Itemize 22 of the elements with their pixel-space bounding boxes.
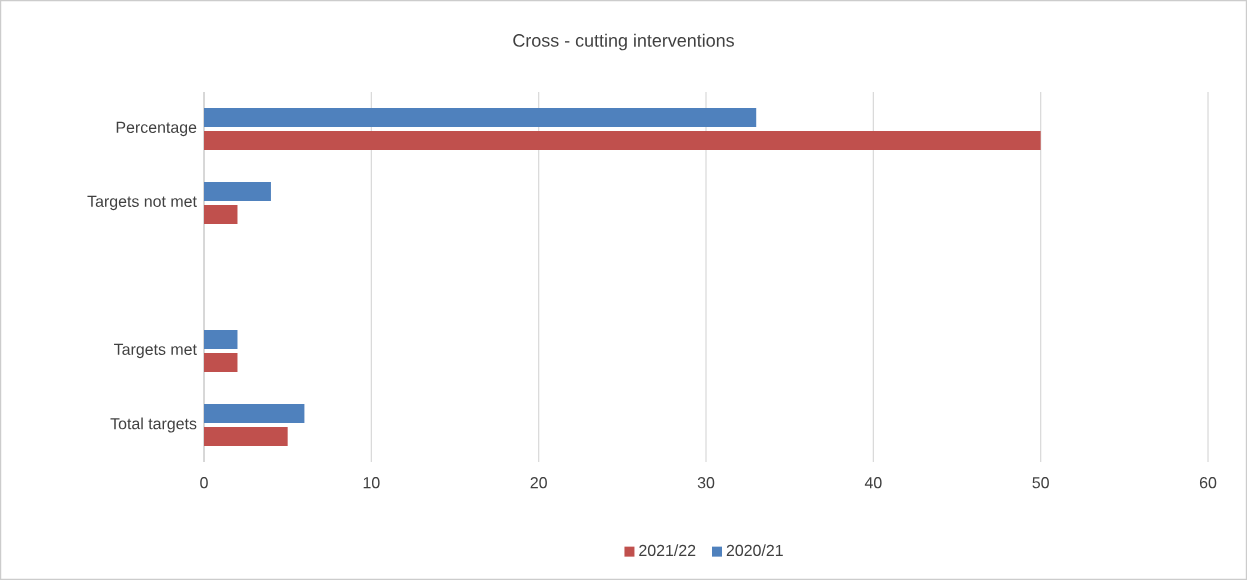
legend-label: 2020/21 bbox=[726, 544, 783, 557]
y-tick-label: Targets met bbox=[114, 343, 197, 359]
bar bbox=[204, 182, 271, 202]
chart-title: Cross - cutting interventions bbox=[513, 33, 734, 51]
bar bbox=[204, 353, 238, 372]
y-tick-label: Percentage bbox=[116, 121, 197, 137]
y-tick-label: Total targets bbox=[110, 417, 197, 433]
x-tick-label: 50 bbox=[1032, 477, 1049, 489]
bar bbox=[204, 404, 305, 424]
bar bbox=[204, 205, 238, 224]
y-tick-label: Targets not met bbox=[87, 195, 197, 211]
x-tick-label: 40 bbox=[864, 477, 882, 489]
bar bbox=[204, 330, 238, 350]
bar bbox=[204, 427, 288, 446]
bar bbox=[204, 108, 757, 128]
x-tick-label: 10 bbox=[363, 477, 380, 489]
x-tick-label: 0 bbox=[200, 477, 208, 489]
bar bbox=[204, 131, 1041, 150]
x-tick-label: 60 bbox=[1199, 477, 1217, 489]
x-tick-label: 30 bbox=[697, 477, 715, 489]
legend-label: 2021/22 bbox=[639, 544, 696, 557]
x-tick-label: 20 bbox=[530, 477, 547, 489]
